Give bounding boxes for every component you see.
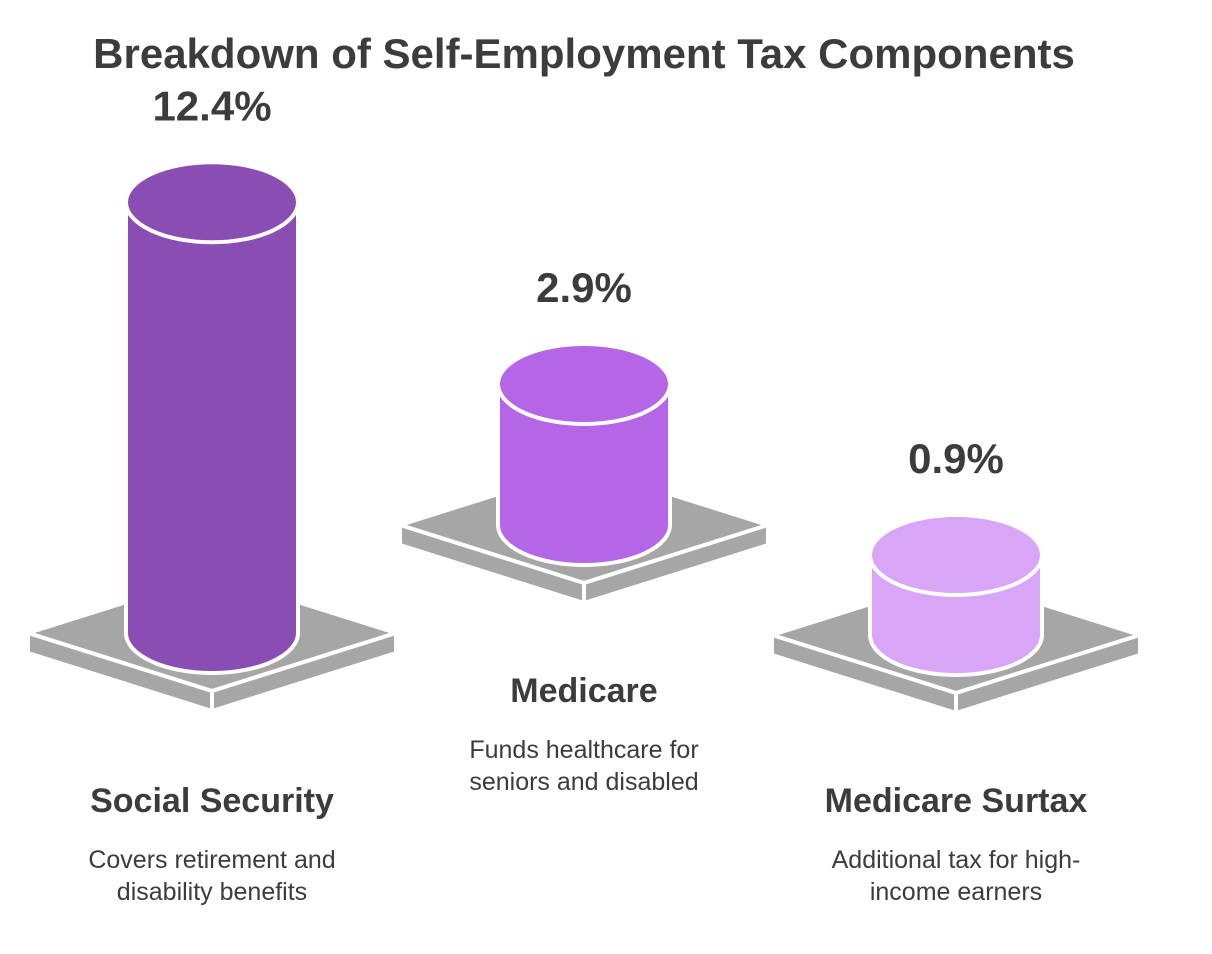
description-line: disability benefits bbox=[117, 878, 307, 906]
bar-top bbox=[868, 513, 1044, 597]
pedestal-side-right bbox=[210, 631, 398, 713]
bar-group-2: 2.9% Medicare Funds healthcare for seniors … bbox=[398, 264, 770, 796]
chart-title: Breakdown of Self-Employment Tax Compone… bbox=[93, 30, 1075, 77]
category-label: Medicare Surtax bbox=[825, 782, 1088, 820]
bar-top bbox=[124, 160, 300, 245]
category-label: Medicare bbox=[510, 672, 657, 710]
description-line: Additional tax for high- bbox=[832, 846, 1081, 874]
description-line: Funds healthcare for bbox=[469, 736, 698, 764]
bar bbox=[496, 382, 672, 567]
pedestal-side-right bbox=[582, 523, 770, 605]
value-label: 12.4% bbox=[152, 82, 271, 129]
pedestal-side-right bbox=[954, 633, 1142, 715]
description-line: seniors and disabled bbox=[469, 768, 698, 796]
bar-group-1: 12.4% Social Security Covers retirement an… bbox=[26, 82, 398, 906]
value-label: 0.9% bbox=[908, 435, 1004, 482]
bar bbox=[124, 200, 300, 675]
description-line: income earners bbox=[870, 878, 1042, 906]
bar-group-3: 0.9% Medicare Surtax Additional tax for hi… bbox=[770, 435, 1142, 906]
value-label: 2.9% bbox=[536, 264, 632, 311]
category-label: Social Security bbox=[90, 782, 334, 820]
bar-top bbox=[496, 342, 672, 426]
description-line: Covers retirement and bbox=[88, 846, 335, 874]
